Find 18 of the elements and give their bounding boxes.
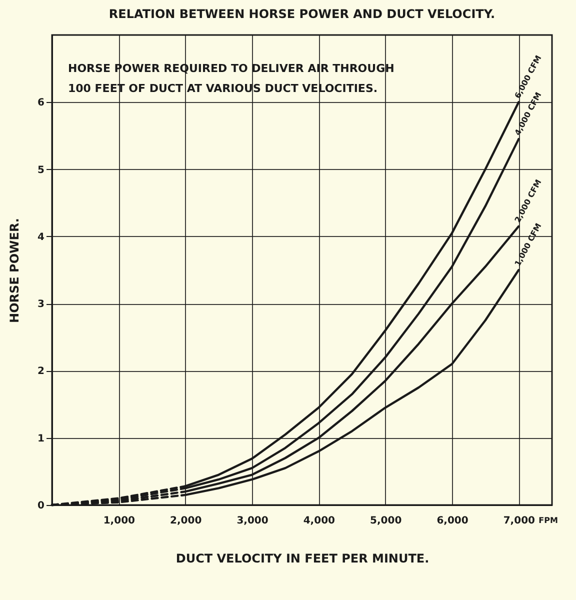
y-tick-label: 1 [38, 433, 45, 444]
x-tick-label: 1,000 [103, 516, 136, 526]
y-tick-label: 0 [38, 500, 45, 512]
y-axis-title: HORSE POWER. [8, 218, 22, 323]
x-tick-label: 6,000 [436, 516, 468, 526]
x-tick-label: 3,000 [236, 516, 268, 526]
x-tick-label: 4,000 [303, 516, 336, 526]
y-tick-label: 5 [38, 164, 45, 176]
y-tick-label: 6 [38, 98, 45, 109]
x-axis-title: DUCT VELOCITY IN FEET PER MINUTE. [176, 552, 430, 566]
text: FPM [538, 516, 558, 525]
y-tick-label: 3 [38, 299, 45, 310]
chart-title: RELATION BETWEEN HORSE POWER AND DUCT VELOCITY. [108, 7, 496, 21]
y-tick-label: 2 [38, 366, 45, 378]
x-tick-label: 7,000 [503, 516, 536, 526]
x-tick-label: 2,000 [170, 516, 202, 526]
y-tick-label: 4 [38, 232, 45, 243]
x-tick-label: 5,000 [370, 516, 402, 526]
